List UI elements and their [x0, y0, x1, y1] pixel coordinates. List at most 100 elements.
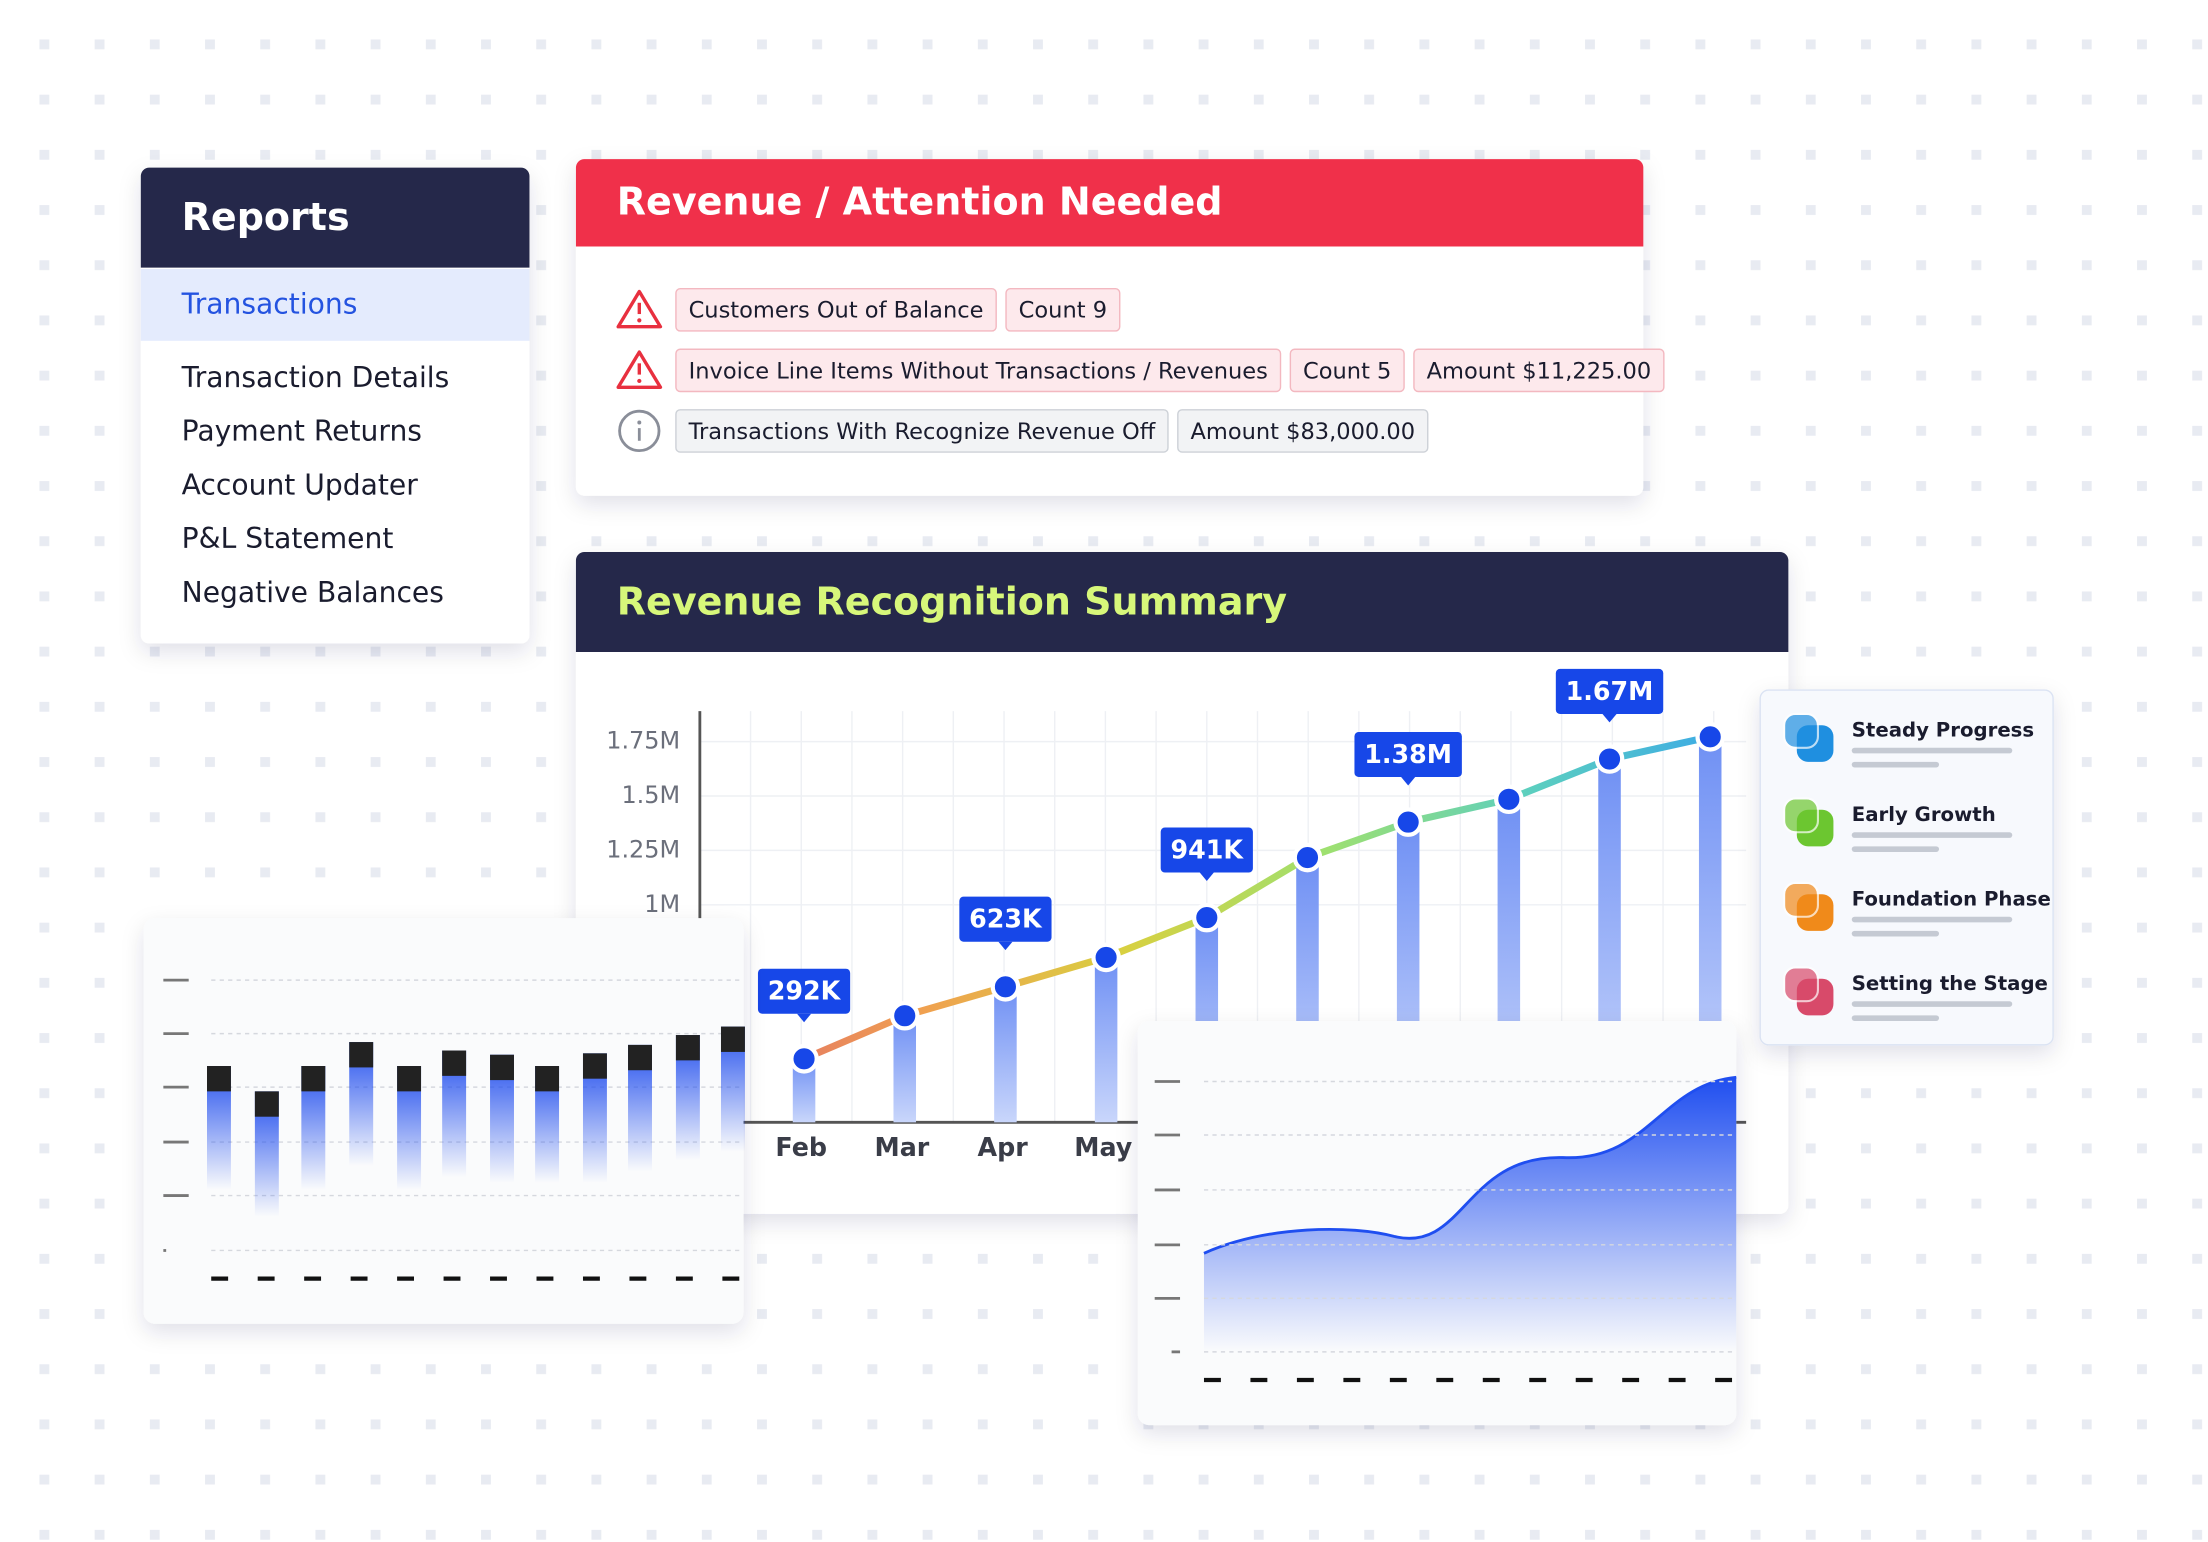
point: [889, 1000, 920, 1031]
value-label-pointer: [797, 1013, 812, 1023]
legend-swatch: [1783, 712, 1819, 749]
legend-bar: [1851, 916, 2013, 923]
chip: [675, 409, 1169, 453]
decor-bar-cap: [628, 1044, 652, 1071]
point: [1594, 744, 1625, 774]
decor-bar: [397, 1066, 422, 1190]
chip-label: Invoice Line Items Without Transactions …: [689, 358, 1268, 384]
value-label-box: [1160, 827, 1253, 873]
decor-bar: [675, 1035, 700, 1161]
point: [1494, 784, 1524, 815]
line: [802, 733, 1711, 1063]
decor-bar-cap: [254, 1091, 279, 1117]
legend-bar: [1851, 930, 1940, 937]
y-tick-label: 1M: [644, 890, 680, 918]
bar: [1094, 957, 1118, 1123]
y-tick-label: 1.5M: [621, 781, 680, 809]
value-label: 623K: [969, 904, 1043, 934]
value-label: 1.38M: [1364, 739, 1452, 769]
panel-title: Revenue / Attention Needed: [617, 180, 1223, 224]
chip: [1005, 287, 1121, 332]
bar: [994, 986, 1017, 1123]
warning-icon: [616, 350, 663, 389]
warning-icon: [616, 289, 663, 329]
decor-bar-cap: [582, 1053, 607, 1079]
menu-item[interactable]: Payment Returns: [182, 415, 422, 448]
value-label: 292K: [768, 976, 842, 1006]
decor-bar: [254, 1091, 279, 1217]
legend-swatch: [1783, 797, 1819, 834]
decor-bar-cap: [442, 1050, 467, 1076]
legend-bar: [1851, 761, 1940, 768]
decor-bar-cap: [490, 1054, 514, 1081]
decor-bar-card: [143, 918, 745, 1324]
legend-bar: [1851, 747, 2013, 754]
value-label-pointer: [1401, 777, 1416, 786]
warning-icon: [637, 318, 642, 323]
value-label: 1.67M: [1566, 676, 1654, 706]
decor-bar: [442, 1050, 467, 1178]
menu-item[interactable]: Transaction Details: [181, 361, 450, 394]
area-line: [1203, 1075, 1737, 1255]
chip: [1177, 409, 1429, 453]
decor-bar: [207, 1066, 231, 1190]
menu-item[interactable]: Negative Balances: [182, 576, 444, 609]
value-label-box: [757, 968, 851, 1014]
alerts-panel: Revenue / Attention Needed Customers Out…: [575, 159, 1665, 496]
decor-bar: [349, 1042, 374, 1166]
legend-bar: [1851, 846, 1940, 852]
decor-bar: [490, 1054, 514, 1183]
legend-bar: [1851, 1001, 2013, 1007]
decor-bar-cap: [675, 1035, 700, 1061]
bar: [893, 1015, 917, 1123]
decor-bar-cap: [349, 1042, 374, 1068]
chip-label: Customers Out of Balance: [689, 298, 984, 324]
panel-header: [140, 167, 530, 268]
legend-label: Foundation Phase: [1852, 887, 2051, 910]
chip-label: Transactions With Recognize Revenue Off: [688, 419, 1156, 445]
point: [789, 1044, 819, 1074]
decor-bar-cap: [720, 1026, 745, 1052]
point: [990, 972, 1021, 1002]
chip-label: Amount $11,225.00: [1427, 358, 1652, 384]
decor-area-card: [1137, 1020, 1737, 1426]
decor-bar-cap: [535, 1066, 560, 1092]
value-label-box: [1555, 668, 1664, 714]
legend-label: Early Growth: [1852, 803, 1996, 826]
x-tick-label: Feb: [775, 1132, 827, 1162]
legend-panel: Steady Progress Early Growth Foundation Ph…: [1759, 689, 2054, 1046]
point: [1192, 902, 1222, 933]
decor-bar: [535, 1066, 560, 1183]
point: [1393, 807, 1423, 837]
decor-bar: [582, 1053, 607, 1183]
info-icon: [637, 420, 642, 425]
chip: [675, 348, 1282, 393]
value-label-pointer: [998, 941, 1013, 951]
panel: [1759, 689, 2054, 1046]
legend-label: Setting the Stage: [1852, 972, 2048, 995]
chip: [675, 287, 997, 332]
chart-title: Revenue Recognition Summary: [617, 580, 1287, 624]
decor-bar-cap: [207, 1066, 231, 1092]
chip-label: Amount $83,000.00: [1190, 419, 1415, 445]
point: [1292, 842, 1323, 873]
decor-bar-cap: [301, 1066, 326, 1092]
x-tick-label: Apr: [977, 1132, 1028, 1162]
chip-label: Count 9: [1019, 298, 1107, 324]
panel-title: Reports: [182, 195, 350, 239]
reports-panel: Reports Transactions Transaction Details P…: [140, 167, 530, 644]
info-icon: [618, 409, 661, 453]
legend-swatch: [1783, 966, 1819, 1003]
menu-item[interactable]: Account Updater: [182, 468, 419, 501]
decor-bar: [628, 1044, 652, 1172]
area: [1203, 1077, 1737, 1352]
menu-item[interactable]: P&L Statement: [182, 522, 394, 555]
menu-item[interactable]: Transactions: [181, 288, 358, 321]
value-label-pointer: [1602, 713, 1617, 723]
y-tick-label: 1.75M: [606, 727, 680, 755]
value-label-box: [1354, 731, 1462, 778]
bar: [792, 1058, 816, 1123]
value-label: 941K: [1171, 834, 1245, 864]
